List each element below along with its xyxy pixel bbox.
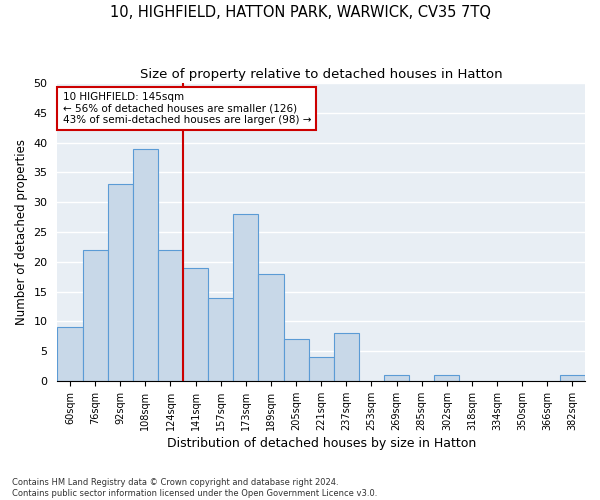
Bar [384, 375, 409, 381]
Bar [284, 340, 308, 381]
Bar [259, 274, 284, 381]
Title: Size of property relative to detached houses in Hatton: Size of property relative to detached ho… [140, 68, 503, 80]
Bar [183, 268, 208, 381]
Bar [308, 357, 334, 381]
Bar [233, 214, 259, 381]
Bar [83, 250, 107, 381]
Bar [434, 375, 460, 381]
Text: Contains HM Land Registry data © Crown copyright and database right 2024.
Contai: Contains HM Land Registry data © Crown c… [12, 478, 377, 498]
X-axis label: Distribution of detached houses by size in Hatton: Distribution of detached houses by size … [167, 437, 476, 450]
Bar [158, 250, 183, 381]
Bar [58, 328, 83, 381]
Bar [107, 184, 133, 381]
Bar [208, 298, 233, 381]
Bar [133, 148, 158, 381]
Bar [560, 375, 585, 381]
Text: 10 HIGHFIELD: 145sqm
← 56% of detached houses are smaller (126)
43% of semi-deta: 10 HIGHFIELD: 145sqm ← 56% of detached h… [62, 92, 311, 125]
Text: 10, HIGHFIELD, HATTON PARK, WARWICK, CV35 7TQ: 10, HIGHFIELD, HATTON PARK, WARWICK, CV3… [110, 5, 491, 20]
Bar [334, 334, 359, 381]
Y-axis label: Number of detached properties: Number of detached properties [15, 139, 28, 325]
